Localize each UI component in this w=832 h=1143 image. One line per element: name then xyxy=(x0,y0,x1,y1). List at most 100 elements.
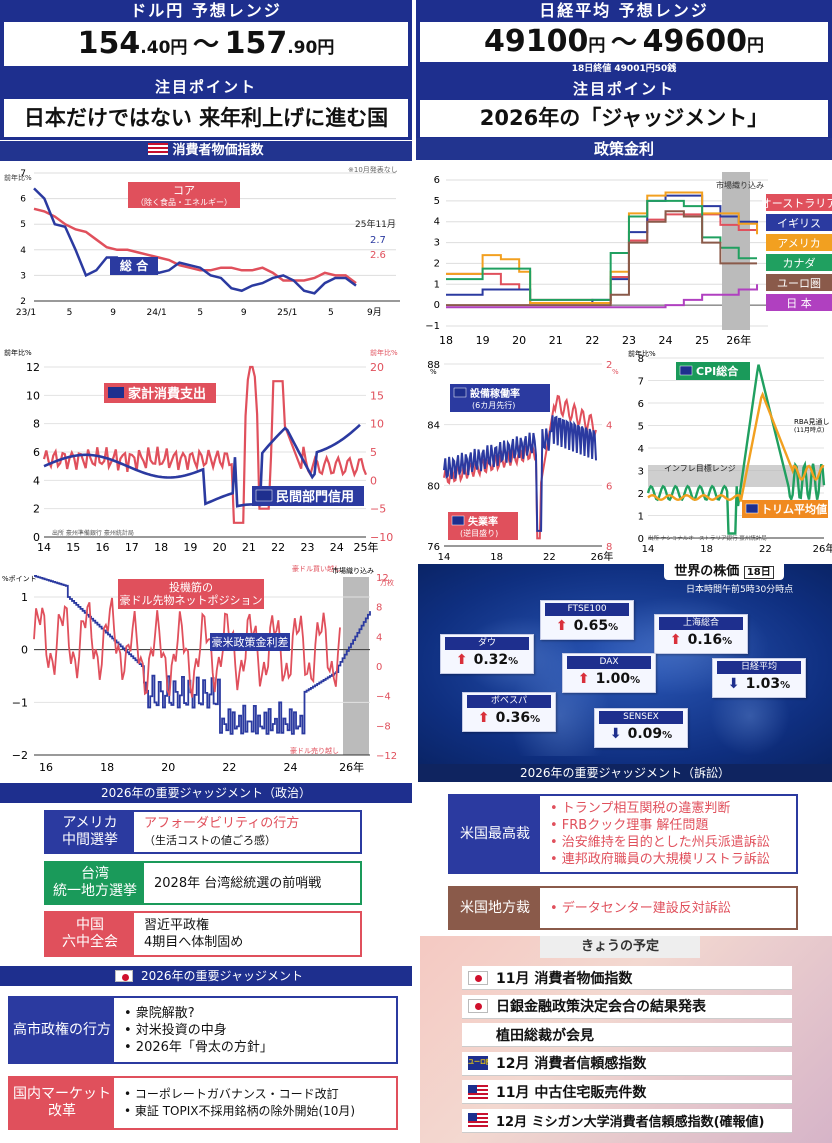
stock-value: 0.32 xyxy=(473,652,509,668)
ytick: 12 xyxy=(26,361,40,374)
stock-value: 1.03 xyxy=(745,676,781,692)
policy-legend-label: 日 本 xyxy=(786,296,812,310)
stock-card: FTSE100 ⬆ 0.65% xyxy=(540,600,634,640)
jp-flag-icon xyxy=(115,970,134,982)
japan-header: 2026年の重要ジャッジメント xyxy=(0,966,412,986)
ytick-right: 10 xyxy=(370,418,384,431)
policy-legend-swatch xyxy=(766,194,832,211)
usdjpy-low-dec: .40円 xyxy=(140,38,188,58)
policy-ytick: 4 xyxy=(434,217,440,228)
judgment-line1: アフォーダビリティの行方 xyxy=(144,816,300,831)
ytick-right: 6 xyxy=(606,481,612,492)
cpi-ytick: 5 xyxy=(20,220,26,230)
xtick: 23 xyxy=(300,541,314,554)
eu-flag-icon: ユーロ圏 xyxy=(468,1056,488,1070)
au-cpi-s1-line xyxy=(646,364,826,535)
policy-legend-swatch xyxy=(766,254,832,271)
judgment-item: • 2026年「骨太の方針」 xyxy=(124,1039,273,1055)
cpi-xtick: 23/1 xyxy=(16,308,36,318)
ap-xtick: 26年 xyxy=(339,760,364,774)
judgment-label: 中国 六中全会 xyxy=(46,913,134,955)
ytick: 10 xyxy=(26,389,40,402)
ytick: 2 xyxy=(638,489,644,500)
ap-ytick: −1 xyxy=(12,696,28,709)
xtick: 18 xyxy=(154,541,168,554)
policy-ytick: 2 xyxy=(434,258,440,269)
cpi-total-label: 総 合 xyxy=(120,258,149,273)
policy-xtick: 20 xyxy=(512,334,526,347)
schedule-header-box: きょうの予定 xyxy=(540,936,700,958)
cpi-series-line xyxy=(33,207,357,285)
stock-value: 0.09 xyxy=(627,726,663,742)
au-consumption-chart: 前年比% 前年比% 家計消費支出 民間部門信用 出所 豪州準備銀行 豪州統計局 … xyxy=(0,345,412,563)
ytick: 80 xyxy=(427,481,440,492)
policy-legend-swatch xyxy=(766,214,832,231)
us-flag-icon xyxy=(468,1113,488,1127)
world-title-box: 世界の株価 18日 xyxy=(664,564,784,580)
us-flag-icon xyxy=(148,143,169,155)
xtick: 18 xyxy=(490,552,503,563)
policy-xtick: 24 xyxy=(659,334,673,347)
stock-name: SENSEX xyxy=(599,711,683,724)
nikkei-high-unit: 円 xyxy=(746,36,764,56)
arrow-up-icon: ⬆ xyxy=(555,618,568,634)
cpi-chart: ※10月発表なし 前年比% コア （除く食品・エネルギー） 総 合 25年11月… xyxy=(0,161,412,321)
ytick: 76 xyxy=(427,542,440,553)
policy-xtick: 25 xyxy=(695,334,709,347)
stock-card: ボベスパ ⬆ 0.36% xyxy=(462,692,556,732)
au-util-s2: 失業率 xyxy=(468,515,498,528)
arrow-down-icon: ⬇ xyxy=(609,726,622,742)
xtick: 21 xyxy=(242,541,256,554)
policy-series-line xyxy=(446,210,758,307)
policy-legend-label: イギリス xyxy=(777,217,821,230)
cpi-core-label: コア xyxy=(173,184,195,197)
au-pos-s1: 投機筋の xyxy=(169,580,213,594)
policy-legend-label: ユーロ圏 xyxy=(777,277,821,290)
cpi-chart-title: 消費者物価指数 xyxy=(172,143,264,158)
stock-card: DAX ⬆ 1.00% xyxy=(562,653,656,693)
judgment-label: アメリカ 中間選挙 xyxy=(46,812,134,852)
nikkei-title: 日経平均 予想レンジ xyxy=(416,0,832,22)
ytick: 8 xyxy=(638,354,644,365)
policy-xtick: 22 xyxy=(585,334,599,347)
ytick-right: 4 xyxy=(606,421,612,432)
ap-ytick: 1 xyxy=(21,591,28,604)
policy-ytick: 3 xyxy=(434,238,440,249)
jp-flag-icon xyxy=(468,970,488,985)
au-util-s2-sub: (逆目盛り) xyxy=(460,528,498,538)
xtick: 17 xyxy=(125,541,139,554)
au-util-s1-line xyxy=(443,415,597,532)
ytick-right: 0 xyxy=(370,474,377,487)
au-consume-s1-line xyxy=(42,365,368,524)
judgment-row: 高市政権の行方 • 衆院解散? • 対米投資の中身 • 2026年「骨太の方針」 xyxy=(8,996,398,1064)
au-consume-s1: 家計消費支出 xyxy=(128,386,206,402)
xtick: 26年 xyxy=(813,542,832,555)
stock-name: ボベスパ xyxy=(467,695,551,708)
ap-xtick: 18 xyxy=(100,761,114,774)
ytick: 8 xyxy=(33,418,40,431)
policy-xtick: 23 xyxy=(622,334,636,347)
stock-change: ⬆ 1.00% xyxy=(563,671,655,687)
policy-ytick: −1 xyxy=(425,321,440,332)
au-pos-s1-line xyxy=(33,597,341,698)
nikkei-low-unit: 円 xyxy=(588,36,606,56)
policy-chart-title: 政策金利 xyxy=(416,138,832,160)
policy-legend-swatch xyxy=(766,274,832,291)
au-position-chart: %ポイント 万枚 豪ドル買い越し 豪ドル売り越し 市場織り込み 投機筋の 豪ドル… xyxy=(0,563,412,781)
policy-xtick: 18 xyxy=(439,334,453,347)
judgment-row: 中国 六中全会 習近平政権 4期目へ体制固め xyxy=(44,911,362,957)
ap-ytick-right: 12 xyxy=(376,573,389,584)
ap-xtick: 16 xyxy=(39,761,53,774)
usdjpy-high: 157 xyxy=(224,26,288,61)
stock-unit: % xyxy=(608,622,619,633)
ytick: 2 xyxy=(33,503,40,516)
policy-legend-label: カナダ xyxy=(783,256,816,270)
policy-ytick: 1 xyxy=(434,279,440,290)
ytick: 1 xyxy=(638,512,644,523)
au-cpi-source: 出所 ナショナルオーストラリア銀行 豪州統計局 xyxy=(648,534,767,542)
cpi-xtick: 5 xyxy=(197,308,203,318)
ap-ytick-right: 8 xyxy=(376,603,382,614)
usdjpy-high-dec: .90円 xyxy=(287,38,335,58)
stock-unit: % xyxy=(780,680,791,691)
